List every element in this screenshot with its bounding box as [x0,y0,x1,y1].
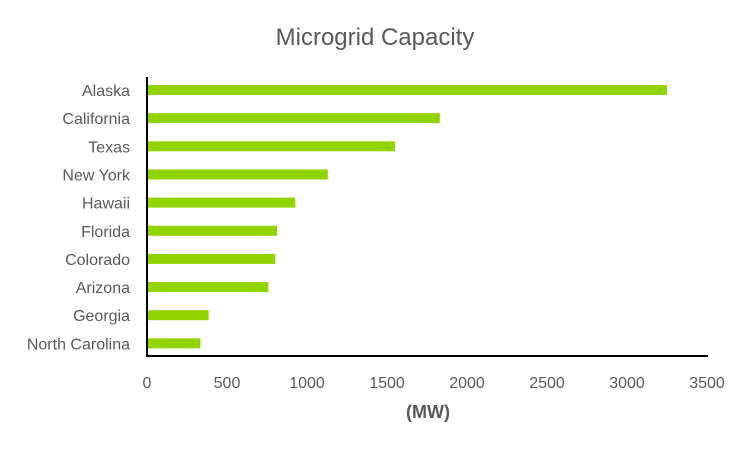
bar-texas [147,141,395,152]
y-tick-label: Hawaii [82,196,130,213]
x-tick-label: 1000 [289,375,325,392]
y-tick-label: Texas [88,139,130,156]
y-tick-label: North Carolina [27,336,130,353]
y-tick-label: Colorado [65,252,130,269]
x-axis-label: (MW) [406,402,450,422]
bar-georgia [147,310,209,321]
x-tick-label: 0 [143,375,152,392]
x-tick-label: 3500 [689,375,725,392]
bar-florida [147,225,278,236]
bar-alaska [147,85,667,95]
x-tick-label: 1500 [369,375,405,392]
x-tick-label: 3000 [609,375,645,392]
y-tick-label: California [62,111,130,128]
bar-california [147,113,440,124]
bar-arizona [147,282,269,293]
y-tick-label: New York [62,167,131,184]
bar-north-carolina [147,338,201,349]
y-tick-label: Florida [81,224,130,241]
chart-title: Microgrid Capacity [276,24,475,51]
x-tick-label: 2000 [449,375,485,392]
x-tick-label: 500 [214,375,241,392]
bar-hawaii [147,197,296,208]
y-tick-label: Georgia [73,308,130,325]
bar-colorado [147,253,276,264]
x-tick-label: 2500 [529,375,565,392]
y-tick-label: Arizona [76,280,130,297]
y-tick-label: Alaska [82,83,130,100]
bar-new-york [147,169,328,180]
